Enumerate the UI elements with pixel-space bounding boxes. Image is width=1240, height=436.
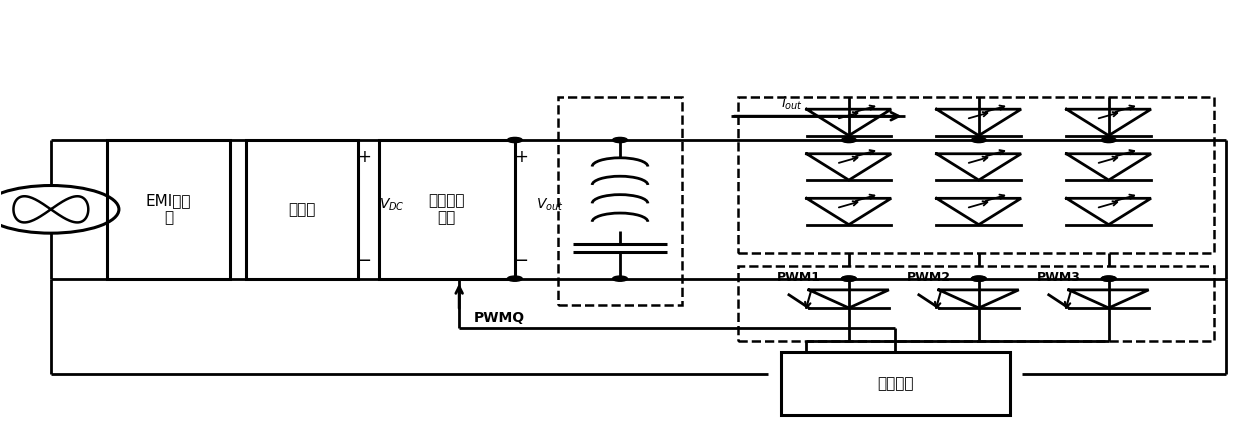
Circle shape [971,276,986,281]
Circle shape [507,137,522,143]
Circle shape [971,276,986,281]
Circle shape [842,276,857,281]
Circle shape [842,276,857,281]
Bar [107,140,231,279]
Text: PWM1: PWM1 [777,271,821,284]
Text: $i_{out}$: $i_{out}$ [781,95,804,112]
Text: PWM3: PWM3 [1037,271,1081,284]
Circle shape [971,137,986,143]
Bar [781,352,1009,415]
Circle shape [1101,137,1116,143]
Text: EMI滤波
器: EMI滤波 器 [145,193,191,225]
Circle shape [613,137,627,143]
Bar [378,140,515,279]
Bar [247,140,357,279]
Text: 整流桥: 整流桥 [289,202,316,217]
Text: 控制电路: 控制电路 [877,376,914,391]
Circle shape [613,276,627,281]
Circle shape [1101,276,1116,281]
Text: PWM2: PWM2 [906,271,951,284]
Text: $V_{DC}$: $V_{DC}$ [378,197,404,213]
Text: PWMQ: PWMQ [474,310,525,325]
Circle shape [842,137,857,143]
Text: −: − [356,252,372,270]
Bar [738,266,1214,341]
Circle shape [1101,276,1116,281]
Text: −: − [513,252,528,270]
Bar [558,97,682,305]
Text: 恒流发生
电路: 恒流发生 电路 [429,193,465,225]
Bar [738,97,1214,252]
Circle shape [507,276,522,281]
Text: +: + [515,148,528,167]
Text: $V_{out}$: $V_{out}$ [536,197,564,213]
Text: +: + [357,148,371,167]
